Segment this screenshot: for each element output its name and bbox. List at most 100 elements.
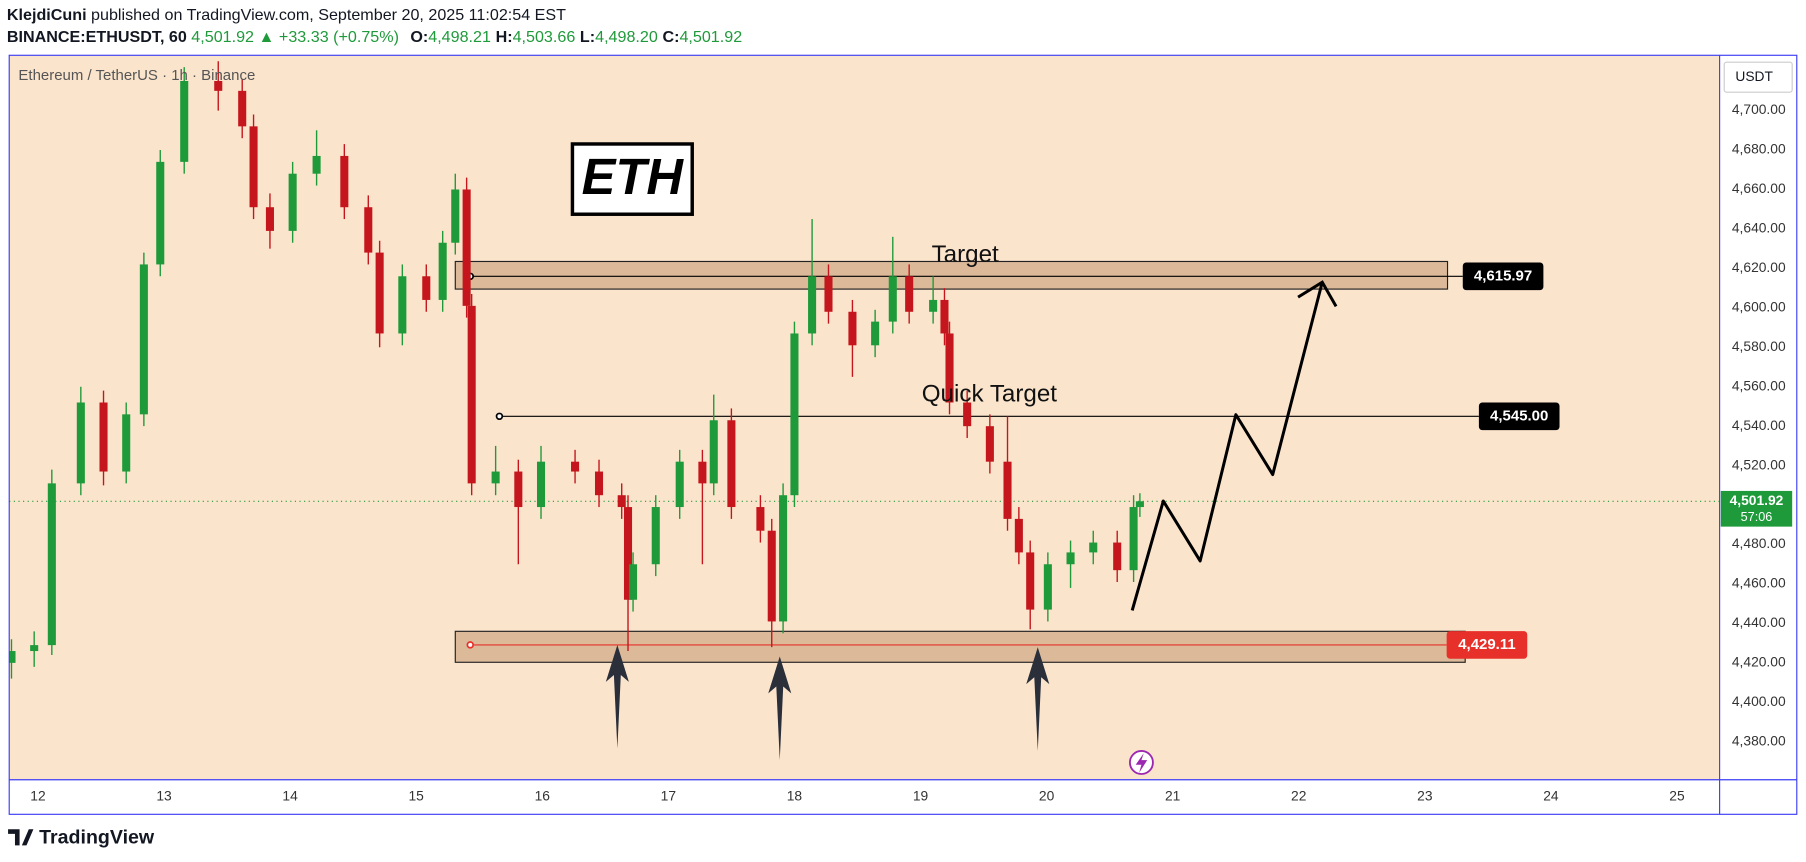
candle-body bbox=[709, 420, 718, 484]
candle-body bbox=[422, 276, 431, 300]
candle-body bbox=[963, 402, 972, 427]
y-tick-label: 4,520.00 bbox=[1732, 456, 1786, 472]
candle-body bbox=[756, 507, 765, 531]
x-tick-label: 14 bbox=[282, 788, 298, 804]
x-tick-label: 12 bbox=[30, 788, 45, 804]
candle-body bbox=[364, 207, 373, 253]
current-price-box bbox=[1720, 490, 1793, 527]
candle-body bbox=[288, 173, 297, 231]
candle-body bbox=[888, 276, 897, 322]
zone bbox=[454, 260, 1449, 290]
candle-body bbox=[940, 299, 949, 334]
brand-logo bbox=[8, 829, 34, 846]
x-tick-label: 22 bbox=[1291, 788, 1306, 804]
candles bbox=[9, 61, 1144, 679]
candle-body bbox=[30, 645, 39, 652]
candle-body bbox=[929, 299, 938, 312]
candle-body bbox=[398, 276, 407, 334]
candle-body bbox=[375, 252, 384, 334]
candle-body bbox=[214, 80, 223, 91]
candle-body bbox=[985, 426, 994, 462]
level-anchor bbox=[466, 641, 475, 649]
ohlc-key: O: bbox=[410, 28, 428, 46]
candle-body bbox=[790, 333, 799, 496]
candle-body bbox=[623, 507, 633, 600]
arrow-up bbox=[768, 656, 792, 761]
ohlc-key: L: bbox=[580, 28, 595, 46]
x-tick-label: 15 bbox=[409, 788, 425, 804]
candle-body bbox=[617, 495, 626, 508]
annotation: Target bbox=[932, 241, 999, 268]
candle-body bbox=[76, 402, 85, 484]
ohlc-key: H: bbox=[496, 28, 513, 46]
candle-body bbox=[779, 495, 788, 622]
candle-body bbox=[727, 420, 736, 508]
y-tick-label: 4,600.00 bbox=[1732, 298, 1786, 314]
projection-path bbox=[1130, 281, 1324, 611]
currency-button[interactable] bbox=[1723, 61, 1793, 93]
candle-body bbox=[1129, 507, 1138, 571]
x-tick-label: 18 bbox=[787, 788, 803, 804]
y-tick-label: 4,700.00 bbox=[1732, 101, 1786, 117]
candle-body bbox=[905, 276, 914, 312]
candle-body bbox=[594, 471, 604, 496]
x-tick-label: 25 bbox=[1669, 788, 1685, 804]
y-tick-label: 4,640.00 bbox=[1732, 220, 1786, 236]
author: KlejdiCuni bbox=[7, 6, 87, 24]
price-axis bbox=[1719, 55, 1797, 815]
y-tick-label: 4,540.00 bbox=[1732, 417, 1786, 433]
annotation: Quick Target bbox=[922, 380, 1058, 407]
x-tick-label: 20 bbox=[1039, 788, 1055, 804]
current-price: 4,501.92 57:06 bbox=[1720, 490, 1793, 527]
candle-body bbox=[1014, 518, 1023, 553]
ohlc-value: 4,501.92 bbox=[679, 28, 742, 46]
chart-title: ETH bbox=[582, 148, 685, 205]
frame bbox=[8, 54, 1798, 815]
candle-body bbox=[651, 507, 660, 565]
price-label-box bbox=[1446, 631, 1528, 659]
candle-body bbox=[451, 189, 460, 243]
last-price: 4,501.92 bbox=[191, 28, 254, 46]
candle-body bbox=[808, 276, 817, 334]
price-label-box bbox=[1462, 262, 1544, 291]
x-tick-label: 23 bbox=[1417, 788, 1433, 804]
price-label-box bbox=[1478, 402, 1560, 431]
y-tick-label: 4,620.00 bbox=[1732, 259, 1786, 275]
candle-body bbox=[871, 321, 880, 346]
projection-arrowhead bbox=[1297, 280, 1338, 308]
candle-body bbox=[698, 461, 707, 484]
candle-body bbox=[462, 189, 471, 306]
time-axis bbox=[9, 779, 1720, 815]
zone bbox=[454, 630, 1466, 663]
candle-body bbox=[1066, 552, 1075, 565]
legend: Ethereum / TetherUS · 1h · Binance bbox=[18, 67, 255, 84]
countdown: 57:06 bbox=[1741, 510, 1773, 524]
candle-body bbox=[122, 414, 131, 472]
candle-body bbox=[438, 242, 447, 300]
x-tick-label: 16 bbox=[535, 788, 551, 804]
y-tick-label: 4,660.00 bbox=[1732, 180, 1786, 196]
ohlc-value: 4,503.66 bbox=[513, 28, 576, 46]
candle-body bbox=[848, 311, 857, 346]
header-line-2: BINANCE:ETHUSDT, 60 4,501.92 ▲ +33.33 (+… bbox=[7, 28, 742, 46]
candle-body bbox=[514, 471, 523, 508]
y-tick-label: 4,480.00 bbox=[1732, 535, 1786, 551]
y-tick-label: 4,580.00 bbox=[1732, 338, 1786, 354]
candle-body bbox=[312, 155, 321, 174]
axis-labels: 4,380.00 4,400.00 4,420.00 4,440.00 4,460.00… bbox=[30, 101, 1786, 803]
y-tick-label: 4,420.00 bbox=[1732, 654, 1786, 670]
candle-body bbox=[536, 461, 546, 508]
candle-body bbox=[629, 564, 638, 600]
candle-body bbox=[824, 276, 833, 312]
currency: USDT bbox=[1735, 68, 1773, 84]
symbol: BINANCE:ETHUSDT, 60 bbox=[7, 28, 187, 46]
candle-body bbox=[467, 305, 476, 484]
candle-body bbox=[265, 207, 274, 231]
y-tick-label: 4,680.00 bbox=[1732, 141, 1786, 157]
candle-body bbox=[675, 461, 684, 508]
candle-body bbox=[1089, 542, 1098, 553]
change: ▲ +33.33 (+0.75%) bbox=[259, 28, 399, 46]
candle-body bbox=[156, 161, 165, 265]
x-tick-label: 19 bbox=[913, 788, 929, 804]
